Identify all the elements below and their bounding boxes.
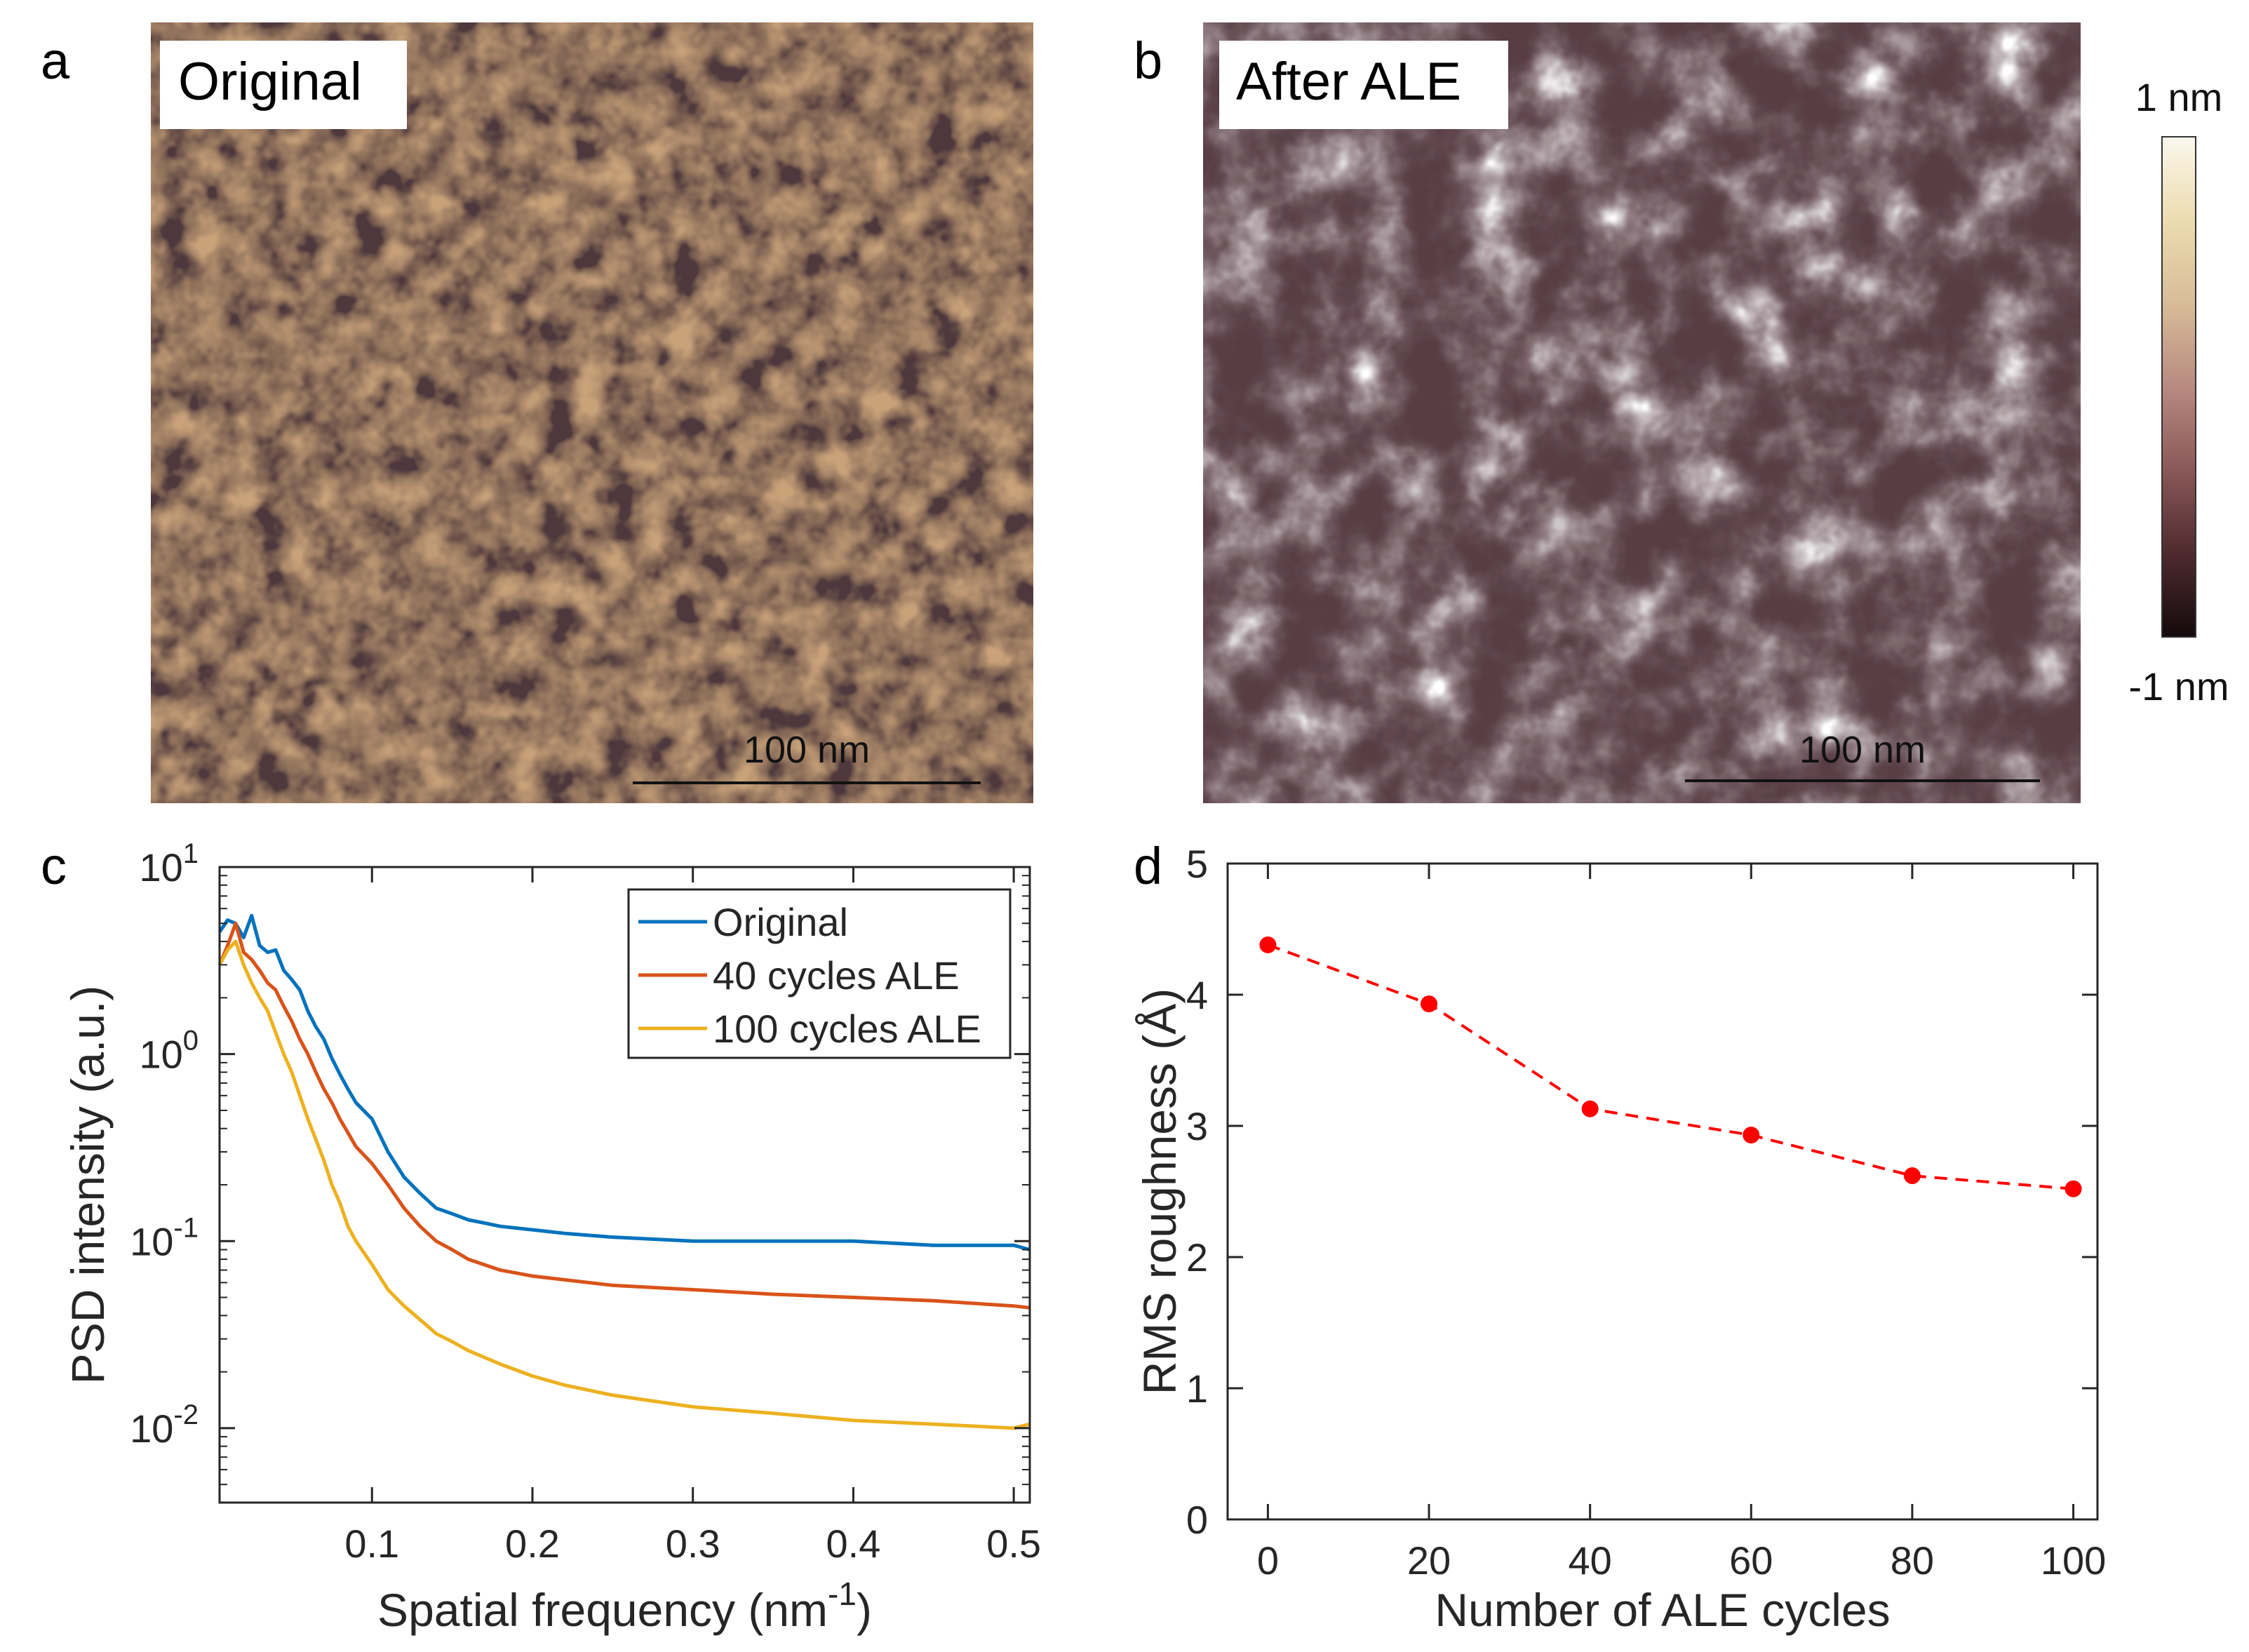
- image-label-after-ale: After ALE: [1236, 52, 1461, 112]
- scale-bar-label-a: 100 nm: [744, 729, 870, 771]
- image-label-original: Original: [178, 52, 362, 112]
- y-axis-title-d: RMS roughness (Å): [1134, 988, 1186, 1395]
- x-tick-label-c: 0.5: [986, 1522, 1041, 1566]
- y-tick-label-d: 4: [1186, 973, 1208, 1017]
- colorbar-scale: [2161, 136, 2196, 638]
- colorbar: 1 nm -1 nm: [2128, 75, 2229, 709]
- x-tick-label-d: 60: [1729, 1538, 1773, 1583]
- image-label-box-b: [1219, 41, 1508, 129]
- panel-letter-c: c: [41, 837, 67, 895]
- y-tick-label-c: 10-1: [130, 1212, 199, 1263]
- panel-letter-d: d: [1134, 837, 1162, 895]
- x-tick-label-d: 40: [1569, 1538, 1612, 1583]
- axes-box-d: [1226, 862, 2099, 1521]
- panel-letter-b: b: [1134, 32, 1162, 90]
- y-tick-label-d: 0: [1186, 1498, 1208, 1542]
- y-tick-label-d: 2: [1186, 1235, 1208, 1280]
- roughness-point-80: [1903, 1167, 1921, 1185]
- roughness-point-60: [1743, 1127, 1760, 1144]
- x-tick-label-c: 0.4: [826, 1522, 880, 1566]
- series-line-2: [217, 921, 1030, 1310]
- x-tick-label-d: 0: [1257, 1538, 1279, 1583]
- colorbar-max-label: 1 nm: [2135, 75, 2223, 119]
- roughness-point-40: [1581, 1100, 1599, 1117]
- series-line-3: [217, 939, 1030, 1430]
- panel-a: a Original 100 nm: [41, 22, 1033, 803]
- roughness-point-20: [1421, 995, 1438, 1013]
- afm-image-original: [151, 22, 1033, 803]
- image-label-box-a: [160, 41, 407, 129]
- y-tick-label-d: 5: [1186, 842, 1208, 886]
- x-tick-label-c: 0.3: [666, 1522, 720, 1566]
- legend-label-1: Original: [713, 900, 848, 944]
- afm-image-after-ale: [1203, 22, 2081, 803]
- panel-d: d 0 1 2 3 4 5 0 20 40 60 80 100 Number of ALE cycles…: [1134, 837, 2106, 1636]
- panel-b: b After ALE 100 nm: [1134, 22, 2081, 803]
- y-tick-label-c: 10-2: [130, 1399, 199, 1451]
- series-line-1: [217, 913, 1030, 1251]
- y-tick-label-c: 101: [139, 838, 199, 889]
- x-tick-label-d: 80: [1891, 1538, 1934, 1583]
- y-tick-label-d: 3: [1186, 1104, 1208, 1148]
- y-axis-title-c: PSD intensity (a.u.): [62, 986, 114, 1385]
- x-axis-title-d: Number of ALE cycles: [1435, 1584, 1890, 1636]
- x-tick-label-d: 100: [2041, 1538, 2106, 1583]
- x-axis-title-c: Spatial frequency (nm-1): [377, 1576, 872, 1636]
- plot-area-d: [1228, 864, 2097, 1519]
- panel-c: c 101 100 10-1 10-2 0.1 0.2 0.3 0.4 0.5 Spatial f…: [41, 837, 1041, 1636]
- roughness-chart: 0 1 2 3 4 5 0 20 40 60 80 100 Number of ALE cycles RM…: [1134, 842, 2106, 1636]
- panel-letter-a: a: [41, 32, 70, 90]
- x-tick-label-d: 20: [1407, 1538, 1451, 1583]
- y-tick-label-c: 100: [139, 1026, 199, 1077]
- x-tick-label-c: 0.2: [505, 1522, 560, 1566]
- colorbar-min-label: -1 nm: [2128, 664, 2229, 709]
- roughness-line: [1267, 943, 2074, 1190]
- roughness-point-100: [2065, 1180, 2082, 1197]
- roughness-point-0: [1259, 936, 1277, 953]
- x-tick-label-c: 0.1: [344, 1522, 399, 1566]
- psd-chart: 101 100 10-1 10-2 0.1 0.2 0.3 0.4 0.5 Spatial fre…: [62, 838, 1041, 1636]
- y-tick-label-d: 1: [1186, 1366, 1208, 1411]
- scale-bar-label-b: 100 nm: [1799, 729, 1926, 771]
- legend-label-2: 40 cycles ALE: [713, 953, 960, 998]
- legend-label-3: 100 cycles ALE: [713, 1007, 981, 1051]
